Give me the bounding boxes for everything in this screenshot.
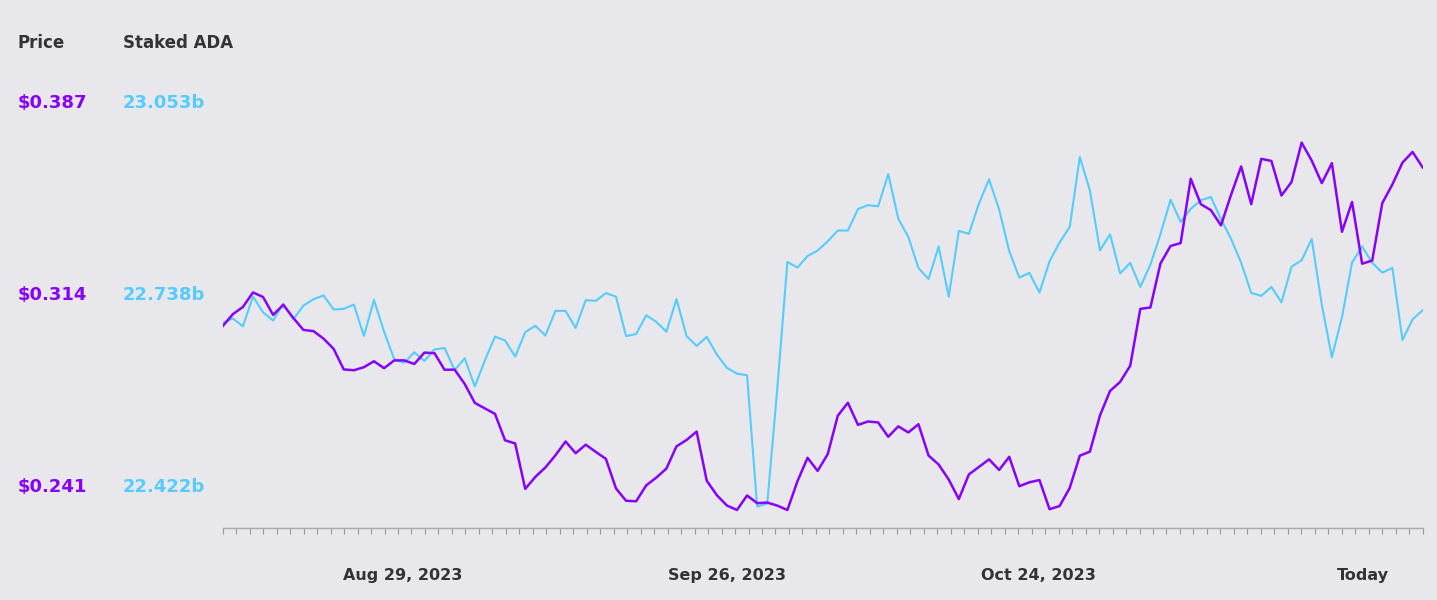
Text: Price: Price [17, 34, 65, 52]
Text: Today: Today [1336, 568, 1388, 583]
Text: Sep 26, 2023: Sep 26, 2023 [668, 568, 786, 583]
Text: Oct 24, 2023: Oct 24, 2023 [981, 568, 1096, 583]
Text: 22.422b: 22.422b [122, 478, 204, 496]
Text: $0.387: $0.387 [17, 94, 88, 112]
Text: Aug 29, 2023: Aug 29, 2023 [343, 568, 463, 583]
Text: $0.314: $0.314 [17, 286, 88, 304]
Text: Staked ADA: Staked ADA [122, 34, 233, 52]
Text: 22.738b: 22.738b [122, 286, 205, 304]
Text: 23.053b: 23.053b [122, 94, 204, 112]
Text: $0.241: $0.241 [17, 478, 88, 496]
